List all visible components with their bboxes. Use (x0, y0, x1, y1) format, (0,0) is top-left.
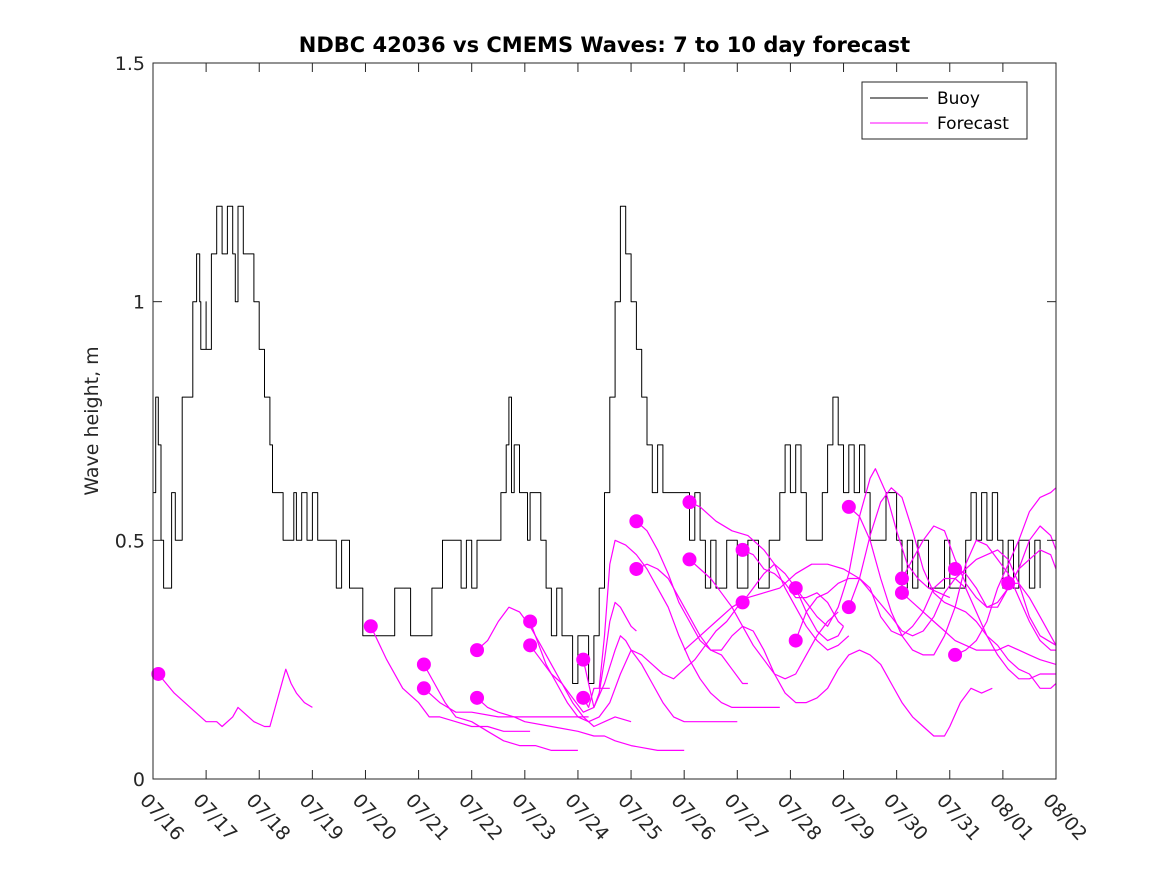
forecast-start-marker (576, 690, 591, 705)
forecast-start-marker (841, 499, 856, 514)
forecast-start-marker (151, 666, 166, 681)
forecast-series-line (795, 468, 951, 627)
forecast-series-line (529, 635, 738, 723)
forecast-start-marker (948, 647, 963, 662)
forecast-start-marker (894, 585, 909, 600)
forecast-start-marker (841, 600, 856, 615)
forecast-start-marker (523, 638, 538, 653)
forecast-series-line (636, 563, 748, 685)
forecast-series-line (476, 606, 632, 728)
forecast-start-marker (576, 652, 591, 667)
forecast-start-marker (470, 690, 485, 705)
forecast-series-line (635, 520, 993, 737)
forecast-start-marker (735, 595, 750, 610)
forecast-start-marker (470, 643, 485, 658)
legend-entry-buoy: Buoy (937, 89, 980, 109)
forecast-series-line (598, 539, 780, 708)
forecast-start-marker (363, 619, 378, 634)
y-axis-label: Wave height, m (81, 346, 103, 495)
forecast-start-marker (682, 552, 697, 567)
forecast-start-marker (682, 495, 697, 510)
legend: Buoy Forecast (861, 81, 1028, 140)
forecast-series-line (689, 501, 850, 651)
y-tick-label: 1 (133, 292, 145, 314)
y-tick-label: 0.5 (115, 530, 145, 552)
forecast-series-line (689, 558, 839, 680)
forecast-start-marker (523, 614, 538, 629)
y-tick-label: 0 (133, 769, 145, 791)
legend-box (861, 81, 1028, 140)
marker-layer (151, 495, 1016, 705)
forecast-start-marker (948, 561, 963, 576)
forecast-start-marker (1001, 576, 1016, 591)
forecast-start-marker (629, 514, 644, 529)
chart-title: NDBC 42036 vs CMEMS Waves: 7 to 10 day f… (299, 33, 910, 57)
forecast-series-line (423, 687, 589, 718)
forecast-start-marker (416, 657, 431, 672)
legend-entry-forecast: Forecast (937, 114, 1009, 134)
forecast-series-line (157, 668, 313, 728)
forecast-start-marker (735, 542, 750, 557)
forecast-start-marker (416, 681, 431, 696)
y-tick-label: 1.5 (115, 53, 145, 75)
forecast-series-line (1008, 582, 1057, 646)
forecast-series-line (901, 525, 1057, 608)
plot-frame (152, 62, 1057, 780)
forecast-series-line (529, 597, 749, 723)
buoy-series-line (153, 205, 1041, 684)
series-layer (153, 205, 1057, 751)
forecast-start-marker (788, 581, 803, 596)
plot-area (153, 63, 1056, 779)
forecast-series-line (476, 697, 685, 751)
forecast-series-line (742, 549, 844, 627)
forecast-start-marker (629, 561, 644, 576)
forecast-series-line (423, 664, 578, 751)
forecast-series-line (848, 487, 1057, 689)
forecast-series-line (901, 592, 1057, 665)
forecast-series-line (683, 549, 1057, 651)
forecast-series-line (370, 626, 531, 732)
forecast-start-marker (894, 571, 909, 586)
forecast-series-line (954, 487, 1057, 656)
forecast-start-marker (788, 633, 803, 648)
forecast-series-line (582, 601, 637, 708)
